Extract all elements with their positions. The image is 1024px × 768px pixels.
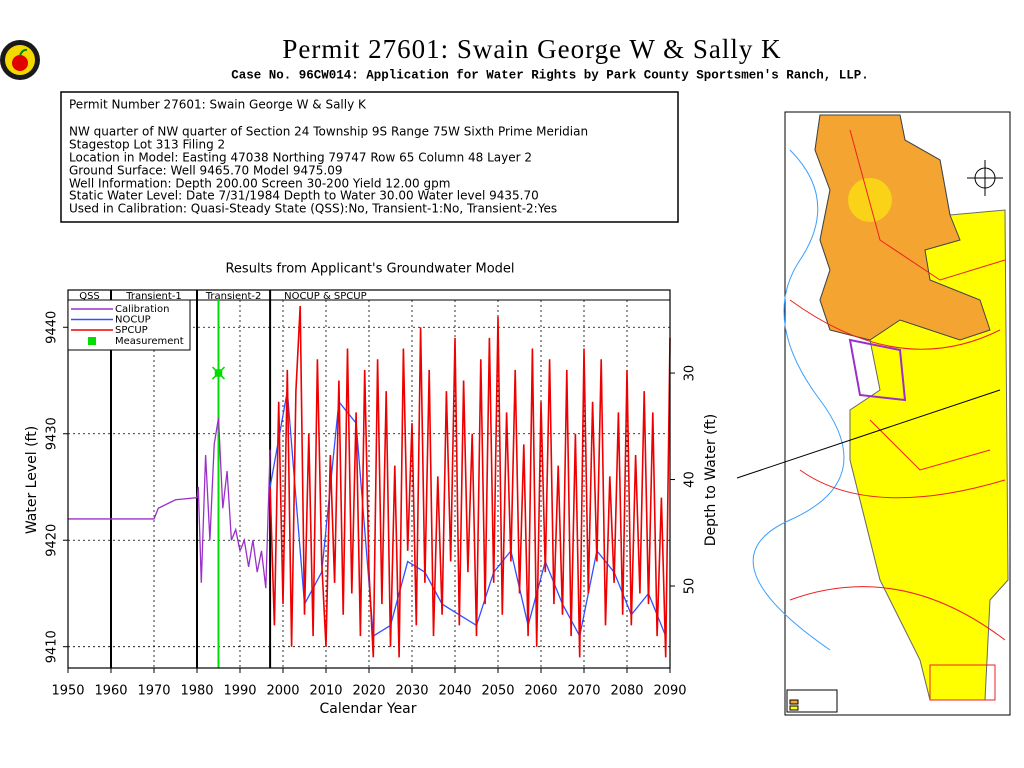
- x-tick-label: 2040: [438, 684, 471, 699]
- info-line: Static Water Level: Date 7/31/1984 Depth…: [69, 189, 539, 203]
- measurement-marker: [211, 366, 226, 380]
- y-tick-label: 9440: [45, 311, 60, 344]
- page-subtitle: Case No. 96CW014: Application for Water …: [231, 68, 869, 82]
- x-axis-label: Calendar Year: [319, 701, 416, 717]
- y2-tick-label: 40: [683, 471, 698, 488]
- period-label: NOCUP & SPCUP: [284, 291, 367, 302]
- x-tick-label: 1960: [94, 684, 127, 699]
- y-tick-label: 9410: [45, 630, 60, 663]
- period-label: Transient-1: [125, 291, 182, 302]
- x-tick-label: 2030: [395, 684, 428, 699]
- plot: QSS Transient-1 Transient-2 NOCUP & SPCUP 19…: [45, 289, 698, 699]
- x-tick-label: 2070: [567, 684, 600, 699]
- info-line: NW quarter of NW quarter of Section 24 T…: [69, 125, 588, 139]
- y-axis-label: Water Level (ft): [24, 426, 40, 534]
- info-box: [60, 91, 679, 223]
- legend-label: NOCUP: [115, 315, 151, 326]
- series-line: [269, 391, 667, 638]
- info-line: Permit Number 27601: Swain George W & Sa…: [69, 98, 367, 112]
- y2-tick-label: 30: [683, 365, 698, 382]
- map: [736, 111, 1011, 716]
- period-label: Transient-2: [205, 291, 262, 302]
- legend-label: SPCUP: [115, 325, 148, 336]
- x-tick-label: 1950: [51, 684, 84, 699]
- legend-swatch: [88, 337, 96, 345]
- x-tick-label: 1990: [223, 684, 256, 699]
- info-line: Well Information: Depth 200.00 Screen 30…: [69, 177, 450, 191]
- x-tick-label: 2050: [481, 684, 514, 699]
- y-tick-label: 9430: [45, 417, 60, 450]
- x-tick-label: 2060: [524, 684, 557, 699]
- logo: [0, 40, 40, 80]
- x-tick-label: 2010: [309, 684, 342, 699]
- info-line: Location in Model: Easting 47038 Northin…: [69, 151, 532, 165]
- page-title: Permit 27601: Swain George W & Sally K: [282, 34, 781, 64]
- info-line: Ground Surface: Well 9465.70 Model 9475.…: [69, 164, 342, 178]
- series-line: [68, 417, 271, 589]
- period-label: QSS: [79, 291, 100, 302]
- info-line: Used in Calibration: Quasi-Steady State …: [69, 202, 557, 216]
- info-line: Stagestop Lot 313 Filing 2: [69, 138, 225, 152]
- legend-label: Measurement: [115, 336, 184, 347]
- x-tick-label: 2090: [653, 684, 686, 699]
- info-lines: Permit Number 27601: Swain George W & Sa…: [69, 98, 588, 216]
- series-line: [269, 305, 671, 658]
- legend-label: Calibration: [115, 304, 169, 315]
- x-tick-label: 2080: [610, 684, 643, 699]
- x-tick-label: 1970: [137, 684, 170, 699]
- x-tick-label: 1980: [180, 684, 213, 699]
- y2-tick-label: 50: [683, 578, 698, 595]
- y2-axis-label: Depth to Water (ft): [703, 414, 719, 547]
- x-tick-label: 2020: [352, 684, 385, 699]
- x-tick-label: 2000: [266, 684, 299, 699]
- y-tick-label: 9420: [45, 524, 60, 557]
- chart-title: Results from Applicant's Groundwater Mod…: [225, 262, 514, 277]
